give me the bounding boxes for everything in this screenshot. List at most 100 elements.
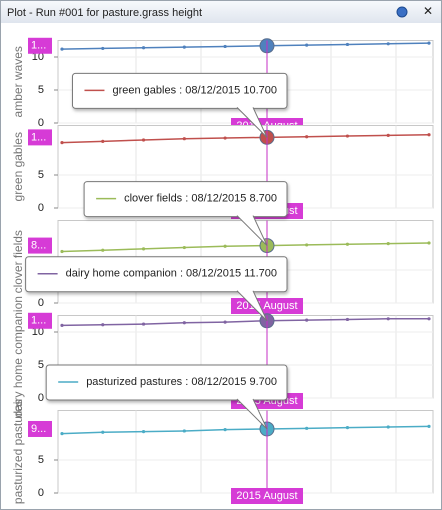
point bbox=[386, 317, 390, 321]
point bbox=[386, 242, 390, 246]
crosshair-x-label: 2015 August bbox=[236, 490, 297, 502]
point bbox=[60, 141, 64, 145]
point bbox=[141, 138, 146, 142]
tooltip-pointer bbox=[236, 107, 268, 138]
tooltip-pointer bbox=[236, 215, 268, 246]
tooltip-text: clover fields : 08/12/2015 8.700 bbox=[124, 192, 277, 204]
point bbox=[427, 133, 431, 137]
point bbox=[223, 428, 227, 432]
point bbox=[182, 45, 186, 49]
tooltip-box bbox=[45, 364, 288, 401]
point bbox=[101, 139, 105, 143]
point bbox=[223, 320, 227, 324]
y-tick-label: 0 bbox=[38, 487, 44, 499]
point bbox=[345, 317, 350, 322]
series-line bbox=[61, 242, 430, 253]
tooltip-pointer bbox=[236, 290, 268, 322]
series-line bbox=[61, 133, 430, 144]
tooltip-box bbox=[25, 256, 288, 293]
crosshair-value-box bbox=[28, 420, 52, 437]
point bbox=[182, 321, 186, 325]
plot-area bbox=[57, 410, 434, 494]
crosshair-value-label: 9... bbox=[31, 423, 46, 435]
crosshair-value-label: 1... bbox=[31, 40, 46, 52]
tooltip-text: dairy home companion : 08/12/2015 11.700 bbox=[66, 268, 277, 280]
point bbox=[345, 426, 350, 430]
y-tick-label: 10 bbox=[32, 51, 44, 63]
point bbox=[101, 323, 105, 327]
point bbox=[305, 426, 309, 430]
y-axis-title: green gables bbox=[11, 132, 25, 201]
y-tick-label: 5 bbox=[38, 169, 44, 181]
title-bar bbox=[1, 1, 441, 23]
point bbox=[141, 430, 146, 434]
y-tick-label: 0 bbox=[38, 297, 44, 309]
point bbox=[427, 41, 431, 45]
point bbox=[305, 135, 309, 139]
crosshair-value-label: 1... bbox=[31, 315, 46, 327]
point bbox=[223, 136, 227, 140]
crosshair-x-box bbox=[231, 488, 303, 504]
point bbox=[141, 247, 146, 251]
tooltip-text: green gables : 08/12/2015 10.700 bbox=[112, 84, 277, 96]
point bbox=[101, 430, 105, 434]
tooltip-text: pasturized pastures : 08/12/2015 9.700 bbox=[86, 376, 277, 388]
y-axis-title: pasturized pastures bbox=[11, 399, 25, 504]
y-tick-label: 0 bbox=[38, 202, 44, 214]
tooltip-box bbox=[71, 72, 288, 109]
point bbox=[182, 429, 186, 433]
point bbox=[305, 43, 309, 47]
point bbox=[386, 133, 390, 137]
tooltip: green gables : 08/12/2015 10.700 bbox=[71, 72, 288, 138]
point bbox=[182, 245, 186, 250]
crosshair-value-label: 1... bbox=[31, 131, 46, 143]
point bbox=[427, 241, 431, 245]
point bbox=[141, 322, 146, 326]
y-tick-label: 5 bbox=[38, 454, 44, 466]
point bbox=[223, 244, 227, 248]
help-icon[interactable] bbox=[396, 6, 408, 18]
crosshair-value-box bbox=[28, 312, 52, 329]
tooltip: clover fields : 08/12/2015 8.700 bbox=[83, 181, 288, 246]
point bbox=[101, 46, 105, 51]
crosshair-value-box bbox=[28, 237, 52, 254]
point bbox=[60, 249, 64, 254]
y-tick-label: 5 bbox=[38, 359, 44, 371]
point bbox=[60, 47, 64, 51]
window-title: Plot - Run #001 for pasture.grass height bbox=[7, 7, 202, 19]
point bbox=[427, 424, 431, 428]
close-icon[interactable]: ✕ bbox=[423, 4, 433, 18]
crosshair-x-label: 2015 August bbox=[236, 300, 297, 312]
point bbox=[305, 243, 309, 247]
series-line bbox=[61, 318, 429, 327]
point bbox=[60, 432, 64, 436]
point bbox=[305, 318, 309, 322]
y-tick-label: 0 bbox=[38, 392, 44, 404]
crosshair-value-box bbox=[28, 37, 52, 54]
point bbox=[386, 42, 390, 46]
tooltip-box bbox=[83, 181, 288, 218]
crosshair-value-label: 8... bbox=[31, 239, 46, 251]
y-axis-title: amber waves bbox=[11, 46, 25, 117]
tooltip-pointer bbox=[236, 398, 268, 430]
tooltip: dairy home companion : 08/12/2015 11.700 bbox=[25, 256, 288, 322]
point bbox=[141, 46, 146, 50]
tooltip: pasturized pastures : 08/12/2015 9.700 bbox=[45, 364, 288, 430]
point bbox=[427, 317, 431, 321]
y-tick-label: 0 bbox=[38, 117, 44, 129]
y-tick-label: 10 bbox=[32, 326, 44, 338]
y-axis-title: dairy home companion bbox=[11, 296, 25, 417]
series-line bbox=[61, 425, 430, 435]
point bbox=[345, 242, 350, 246]
crosshair-value-box bbox=[28, 129, 52, 146]
point bbox=[345, 42, 350, 47]
point bbox=[386, 425, 390, 429]
point bbox=[182, 137, 186, 141]
point bbox=[60, 323, 64, 327]
point bbox=[223, 44, 227, 49]
point bbox=[345, 134, 350, 138]
y-axis-title: clover fields bbox=[11, 230, 25, 293]
point bbox=[101, 248, 105, 252]
y-tick-label: 5 bbox=[38, 84, 44, 96]
